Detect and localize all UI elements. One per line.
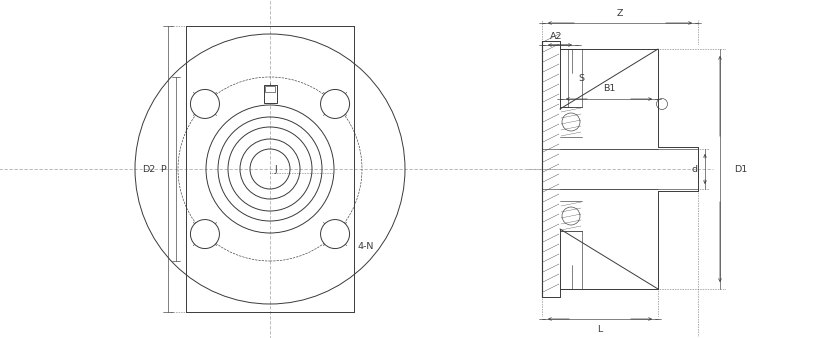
Text: Z: Z: [617, 8, 623, 18]
Circle shape: [190, 220, 220, 248]
Text: B1: B1: [603, 84, 615, 94]
Circle shape: [190, 90, 220, 118]
Text: P: P: [160, 165, 166, 173]
Text: J: J: [275, 165, 277, 173]
Text: d: d: [691, 165, 697, 173]
Text: L: L: [597, 324, 603, 334]
Circle shape: [321, 220, 349, 248]
Text: D2: D2: [142, 165, 155, 173]
Bar: [264, 85, 277, 103]
Bar: [265, 86, 274, 92]
Circle shape: [321, 90, 349, 118]
Text: 4-N: 4-N: [357, 242, 374, 251]
Text: D1: D1: [734, 165, 747, 173]
Text: S: S: [578, 73, 584, 82]
Text: A2: A2: [550, 31, 562, 41]
